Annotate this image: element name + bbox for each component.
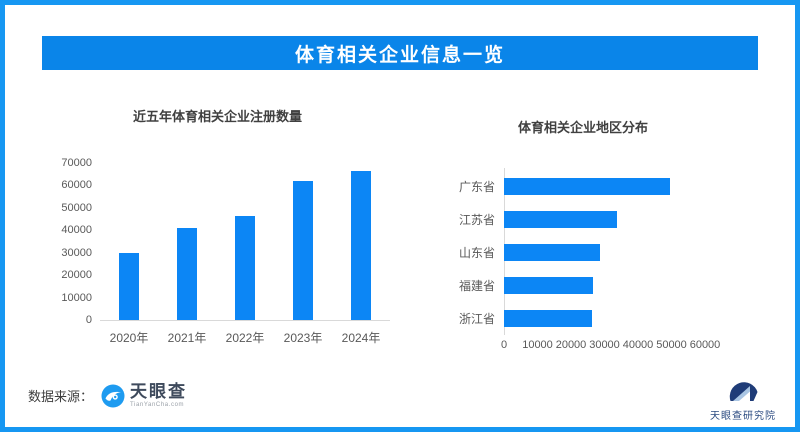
y-tick-label: 70000 bbox=[61, 157, 92, 169]
category-label: 福建省 bbox=[458, 279, 495, 293]
bar-slot bbox=[100, 253, 158, 320]
y-axis-ticks: 0 10000 20000 30000 40000 50000 60000 70000 bbox=[30, 157, 92, 326]
tianyancha-wordmark: 天眼查 bbox=[130, 382, 188, 401]
column-bar bbox=[119, 253, 139, 320]
y-tick-label: 10000 bbox=[61, 291, 92, 304]
category-label: 山东省 bbox=[458, 246, 495, 260]
region-row: 福建省 bbox=[450, 269, 762, 302]
x-axis-label: 2023年 bbox=[283, 331, 323, 345]
registration-chart-title: 近五年体育相关企业注册数量 bbox=[133, 109, 303, 124]
x-tick-label: 30000 bbox=[589, 339, 620, 351]
x-axis-ticks: 0 10000 20000 30000 40000 50000 60000 bbox=[500, 339, 724, 353]
region-chart-title: 体育相关企业地区分布 bbox=[518, 120, 649, 135]
footer: 数据来源： 天眼查 TianYanCha.com 天眼查研 bbox=[5, 373, 795, 425]
x-tick-label: 0 bbox=[500, 339, 508, 351]
tianyancha-logo: 天眼查 TianYanCha.com bbox=[101, 383, 187, 408]
tianyancha-wave-icon bbox=[101, 384, 125, 407]
research-institute-name: 天眼查研究院 bbox=[710, 411, 776, 422]
region-bar bbox=[504, 178, 670, 195]
page-title: 体育相关企业信息一览 bbox=[294, 44, 505, 66]
data-source-label: 数据来源： bbox=[28, 389, 94, 404]
x-axis-label: 2022年 bbox=[225, 331, 265, 345]
region-row: 江苏省 bbox=[450, 203, 762, 236]
bar-track bbox=[504, 277, 762, 294]
region-bar bbox=[504, 277, 593, 294]
bar-track bbox=[504, 178, 762, 195]
region-bar bbox=[504, 211, 617, 228]
y-tick-label: 40000 bbox=[61, 224, 92, 237]
y-tick-label: 20000 bbox=[61, 269, 92, 282]
category-label: 江苏省 bbox=[458, 213, 495, 227]
region-row: 浙江省 bbox=[450, 302, 762, 335]
region-row: 山东省 bbox=[450, 236, 762, 269]
x-axis-label: 2024年 bbox=[341, 331, 381, 345]
x-tick-label: 60000 bbox=[689, 339, 721, 351]
category-label: 广东省 bbox=[458, 180, 495, 194]
column-bar bbox=[177, 228, 197, 320]
x-axis-labels: 2020年 2021年 2022年 2023年 2024年 bbox=[100, 329, 390, 346]
registration-plot-area bbox=[100, 163, 390, 321]
region-bar bbox=[504, 310, 592, 327]
research-institute-logo: 天眼查研究院 bbox=[705, 375, 781, 422]
bar-slot bbox=[216, 216, 274, 320]
research-institute-icon bbox=[729, 382, 758, 401]
x-tick-label: 40000 bbox=[622, 339, 654, 351]
bar-slot bbox=[158, 228, 216, 320]
tianyancha-url: TianYanCha.com bbox=[130, 402, 185, 408]
column-bar bbox=[351, 171, 371, 320]
category-label: 浙江省 bbox=[458, 312, 495, 326]
x-tick-label: 10000 bbox=[522, 339, 553, 351]
x-tick-label: 20000 bbox=[555, 339, 587, 351]
bar-slot bbox=[274, 181, 332, 320]
x-axis-label: 2021年 bbox=[167, 331, 207, 345]
bar-track bbox=[504, 310, 762, 327]
region-bar-rows: 广东省江苏省山东省福建省浙江省 bbox=[450, 170, 762, 335]
column-bar bbox=[235, 216, 255, 320]
region-row: 广东省 bbox=[450, 170, 762, 203]
region-bar bbox=[504, 244, 600, 261]
y-tick-label: 0 bbox=[85, 314, 92, 326]
bar-track bbox=[504, 244, 762, 261]
column-bar bbox=[293, 181, 313, 320]
y-tick-label: 50000 bbox=[61, 201, 92, 214]
y-tick-label: 30000 bbox=[61, 246, 92, 259]
y-tick-label: 60000 bbox=[61, 179, 92, 192]
bar-track bbox=[504, 211, 762, 228]
x-axis-label: 2020年 bbox=[109, 331, 149, 345]
page-title-banner: 体育相关企业信息一览 bbox=[42, 36, 758, 70]
data-source: 数据来源： 天眼查 TianYanCha.com bbox=[28, 383, 187, 408]
bar-slot bbox=[332, 171, 390, 320]
x-tick-label: 50000 bbox=[656, 339, 687, 351]
